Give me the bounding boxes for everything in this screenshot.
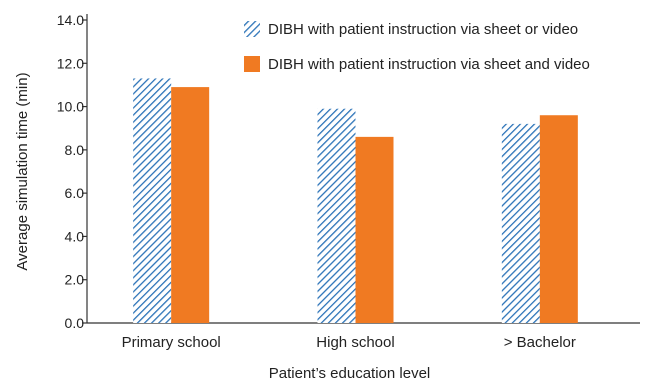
y-tick-label: 12.0 xyxy=(57,55,84,71)
x-category-label: > Bachelor xyxy=(504,334,576,351)
x-axis-title: Patient’s education level xyxy=(269,365,431,382)
bar-sheet-and-video-0 xyxy=(171,87,210,323)
y-tick-label: 10.0 xyxy=(57,99,84,115)
y-tick-label: 14.0 xyxy=(57,12,84,28)
legend: DIBH with patient instruction via sheet … xyxy=(244,21,590,73)
bar-sheet-or-video-0 xyxy=(133,78,172,323)
bar-sheet-and-video-1 xyxy=(355,136,394,323)
y-tick-label: 0.0 xyxy=(65,315,85,331)
legend-swatch-sheet-or-video xyxy=(244,21,260,37)
x-category-label: Primary school xyxy=(122,334,221,351)
bar-sheet-and-video-2 xyxy=(539,115,578,323)
y-tick-label: 2.0 xyxy=(65,272,85,288)
x-category-labels: Primary school High school > Bachelor xyxy=(122,334,576,351)
legend-label-sheet-and-video: DIBH with patient instruction via sheet … xyxy=(268,56,590,73)
y-axis-title: Average simulation time (min) xyxy=(14,72,31,270)
bars xyxy=(133,78,578,323)
y-ticks: 0.0 2.0 4.0 6.0 8.0 10.0 12.0 14.0 xyxy=(57,12,87,331)
bar-sheet-or-video-2 xyxy=(501,123,540,323)
bar-sheet-or-video-1 xyxy=(317,108,356,323)
y-tick-label: 6.0 xyxy=(65,185,85,201)
legend-label-sheet-or-video: DIBH with patient instruction via sheet … xyxy=(268,21,578,38)
y-tick-label: 8.0 xyxy=(65,142,85,158)
y-tick-label: 4.0 xyxy=(65,228,85,244)
x-category-label: High school xyxy=(316,334,394,351)
legend-swatch-sheet-and-video xyxy=(244,56,260,72)
